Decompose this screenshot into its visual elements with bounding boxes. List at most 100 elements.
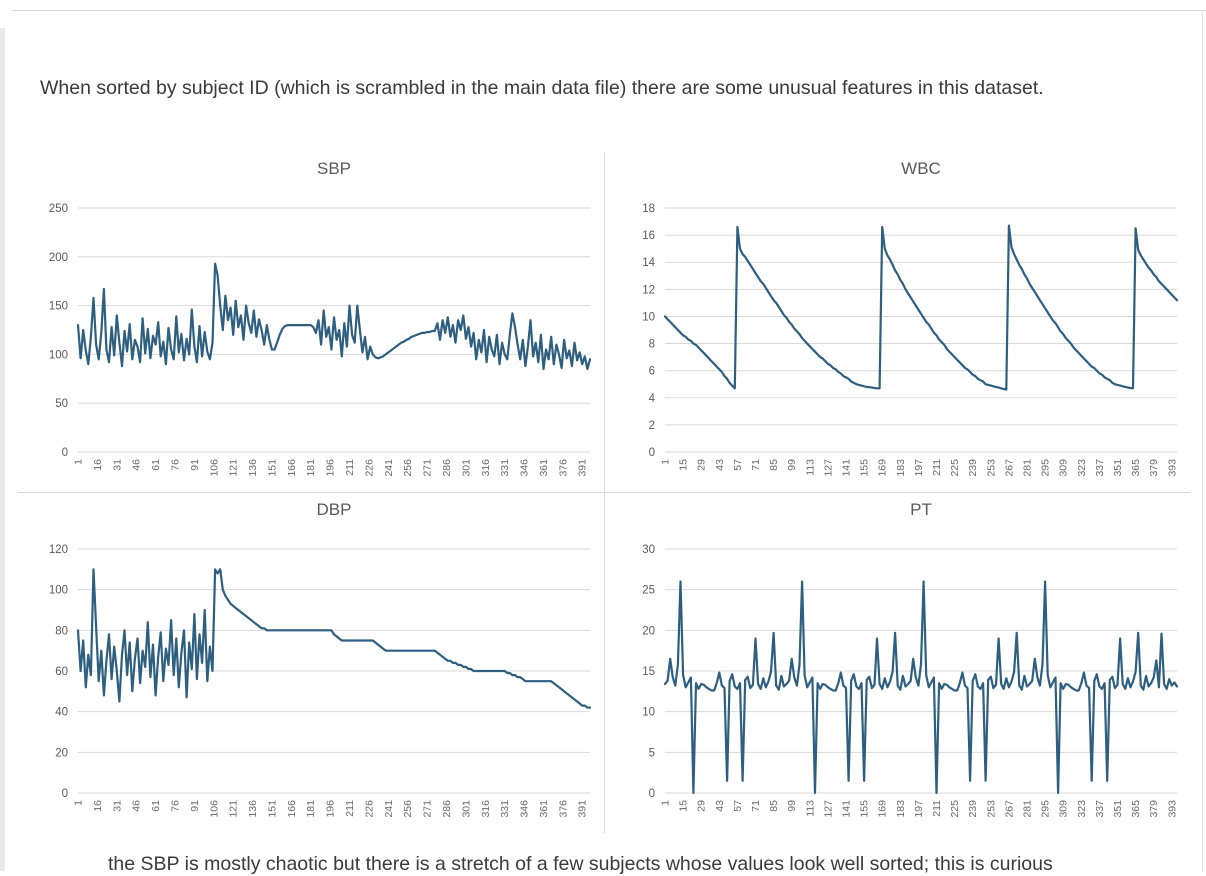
y-axis-tick-label: 30 — [642, 544, 655, 556]
y-axis-tick-label: 15 — [642, 666, 655, 678]
x-axis-tick-label: 46 — [131, 459, 143, 471]
x-axis-tick-label: 365 — [1130, 800, 1142, 818]
y-axis-tick-label: 16 — [642, 230, 655, 242]
chart-title: DBP — [317, 500, 352, 519]
x-axis-tick-label: 31 — [111, 800, 123, 812]
intro-paragraph: When sorted by subject ID (which is scra… — [40, 76, 1044, 99]
x-axis-tick-label: 57 — [732, 800, 744, 812]
y-axis-tick-label: 20 — [642, 625, 655, 637]
x-axis-tick-label: 337 — [1094, 800, 1106, 818]
x-axis-tick-label: 141 — [841, 800, 853, 818]
x-axis-tick-label: 43 — [714, 800, 726, 812]
chart-panel-grid: SBP 0 50 100 150 200 250 1 16 31 46 61 76 91 106 121 136… — [18, 152, 1190, 833]
x-axis-tick-label: 271 — [422, 800, 434, 818]
x-axis-tick-label: 99 — [786, 800, 798, 812]
chart-title: PT — [910, 500, 932, 519]
pt-chart: PT 0 5 10 15 20 25 30 1 15 29 43 57 71 85 99 113 127 141 15… — [642, 500, 1179, 818]
chart-row-top: SBP 0 50 100 150 200 250 1 16 31 46 61 76 91 106 121 136… — [18, 152, 1190, 493]
x-axis-tick-label: 106 — [208, 800, 220, 818]
x-axis-tick-label: 316 — [480, 800, 492, 818]
x-axis-tick-label: 127 — [822, 459, 834, 477]
x-axis-tick-label: 211 — [931, 459, 943, 476]
x-axis-tick-label: 301 — [460, 800, 472, 818]
dbp-chart: DBP 0 20 40 60 80 100 120 1 16 31 46 61 76 91 106 121 136… — [49, 500, 592, 818]
x-axis-tick-label: 136 — [247, 459, 259, 477]
x-axis-tick-label: 76 — [169, 800, 181, 812]
x-axis-tick-label: 1 — [660, 459, 672, 465]
x-axis-tick-label: 379 — [1148, 459, 1160, 477]
x-axis-tick-label: 16 — [92, 800, 104, 812]
x-axis-tick-label: 183 — [895, 800, 907, 818]
x-axis-tick-label: 1 — [73, 459, 85, 465]
y-axis-tick-label: 150 — [49, 301, 68, 313]
x-axis-tick-label: 331 — [499, 459, 511, 477]
x-axis-tick-label: 169 — [877, 800, 889, 818]
x-axis-tick-label: 281 — [1022, 459, 1034, 477]
x-axis-tick-label: 121 — [228, 800, 240, 818]
clipped-bottom-text: the SBP is mostly chaotic but there is a… — [108, 853, 1053, 875]
x-axis-tick-label: 29 — [696, 459, 708, 471]
y-axis-tick-label: 40 — [55, 707, 68, 719]
y-axis-tick-label: 2 — [649, 420, 655, 432]
x-axis-tick-label: 169 — [877, 459, 889, 477]
x-axis-tick-label: 46 — [131, 800, 143, 812]
y-axis-tick-label: 4 — [649, 393, 656, 405]
wbc-chart-cell: WBC 0 2 4 6 8 10 12 14 16 18 1 15 29 43 57 71 85 99 113 127 1… — [605, 152, 1190, 492]
x-axis-tick-label: 61 — [150, 800, 162, 812]
x-axis-tick-label: 267 — [1003, 459, 1015, 477]
x-axis-tick-label: 323 — [1076, 800, 1088, 818]
y-axis-tick-label: 0 — [62, 447, 68, 459]
x-axis-tick-label: 286 — [441, 800, 453, 818]
x-axis-tick-label: 211 — [931, 800, 943, 817]
sbp-chart: SBP 0 50 100 150 200 250 1 16 31 46 61 76 91 106 121 136… — [49, 159, 592, 477]
x-axis-tick-label: 183 — [895, 459, 907, 477]
x-axis-tick-label: 267 — [1003, 800, 1015, 818]
x-axis-tick-label: 15 — [678, 459, 690, 471]
chart-title: SBP — [317, 159, 351, 178]
x-axis-tick-label: 241 — [383, 800, 395, 818]
x-axis-tick-label: 393 — [1166, 459, 1178, 477]
page-right-border — [1202, 10, 1203, 871]
x-axis-tick-label: 351 — [1112, 459, 1124, 477]
x-axis-tick-label: 256 — [402, 800, 414, 818]
x-axis-tick-label: 121 — [228, 459, 240, 477]
x-axis-tick-label: 99 — [786, 459, 798, 471]
x-axis-tick-label: 301 — [460, 459, 472, 477]
x-axis-tick-label: 295 — [1040, 459, 1052, 477]
x-axis-tick-label: 239 — [967, 459, 979, 477]
x-axis-tick-label: 225 — [949, 800, 961, 818]
x-axis-tick-label: 211 — [344, 459, 356, 476]
x-axis-tick-label: 31 — [111, 459, 123, 471]
x-axis-tick-label: 253 — [985, 800, 997, 818]
x-axis-tick-label: 181 — [305, 800, 317, 818]
x-axis-tick-label: 286 — [441, 459, 453, 477]
x-axis-tick-label: 391 — [577, 459, 589, 477]
x-axis-tick-label: 91 — [189, 800, 201, 812]
wbc-chart: WBC 0 2 4 6 8 10 12 14 16 18 1 15 29 43 57 71 85 99 113 127 1… — [642, 159, 1178, 477]
y-axis-tick-label: 12 — [642, 284, 655, 296]
x-axis-tick-label: 346 — [519, 459, 531, 477]
x-axis-tick-label: 351 — [1112, 800, 1124, 818]
x-axis-tick-label: 226 — [363, 800, 375, 818]
x-axis-tick-label: 361 — [538, 800, 550, 818]
x-axis-tick-label: 197 — [913, 459, 925, 477]
x-axis-tick-label: 113 — [804, 800, 816, 817]
y-axis-tick-label: 25 — [642, 585, 655, 597]
y-axis-tick-label: 0 — [649, 447, 655, 459]
x-axis-tick-label: 43 — [714, 459, 726, 471]
x-axis-tick-label: 376 — [557, 459, 569, 477]
x-axis-tick-label: 29 — [696, 800, 708, 812]
series-line — [76, 262, 592, 371]
dbp-chart-cell: DBP 0 20 40 60 80 100 120 1 16 31 46 61 76 91 106 121 136… — [18, 493, 605, 833]
y-axis-tick-label: 6 — [649, 366, 655, 378]
y-axis-tick-label: 100 — [49, 349, 68, 361]
x-axis-tick-label: 155 — [859, 800, 871, 818]
x-axis-tick-label: 365 — [1130, 459, 1142, 477]
x-axis-tick-label: 323 — [1076, 459, 1088, 477]
x-axis-tick-label: 376 — [557, 800, 569, 818]
x-axis-tick-label: 197 — [913, 800, 925, 818]
x-axis-tick-label: 346 — [519, 800, 531, 818]
x-axis-tick-label: 309 — [1058, 800, 1070, 818]
series-line — [663, 580, 1179, 795]
series-line — [76, 568, 592, 709]
